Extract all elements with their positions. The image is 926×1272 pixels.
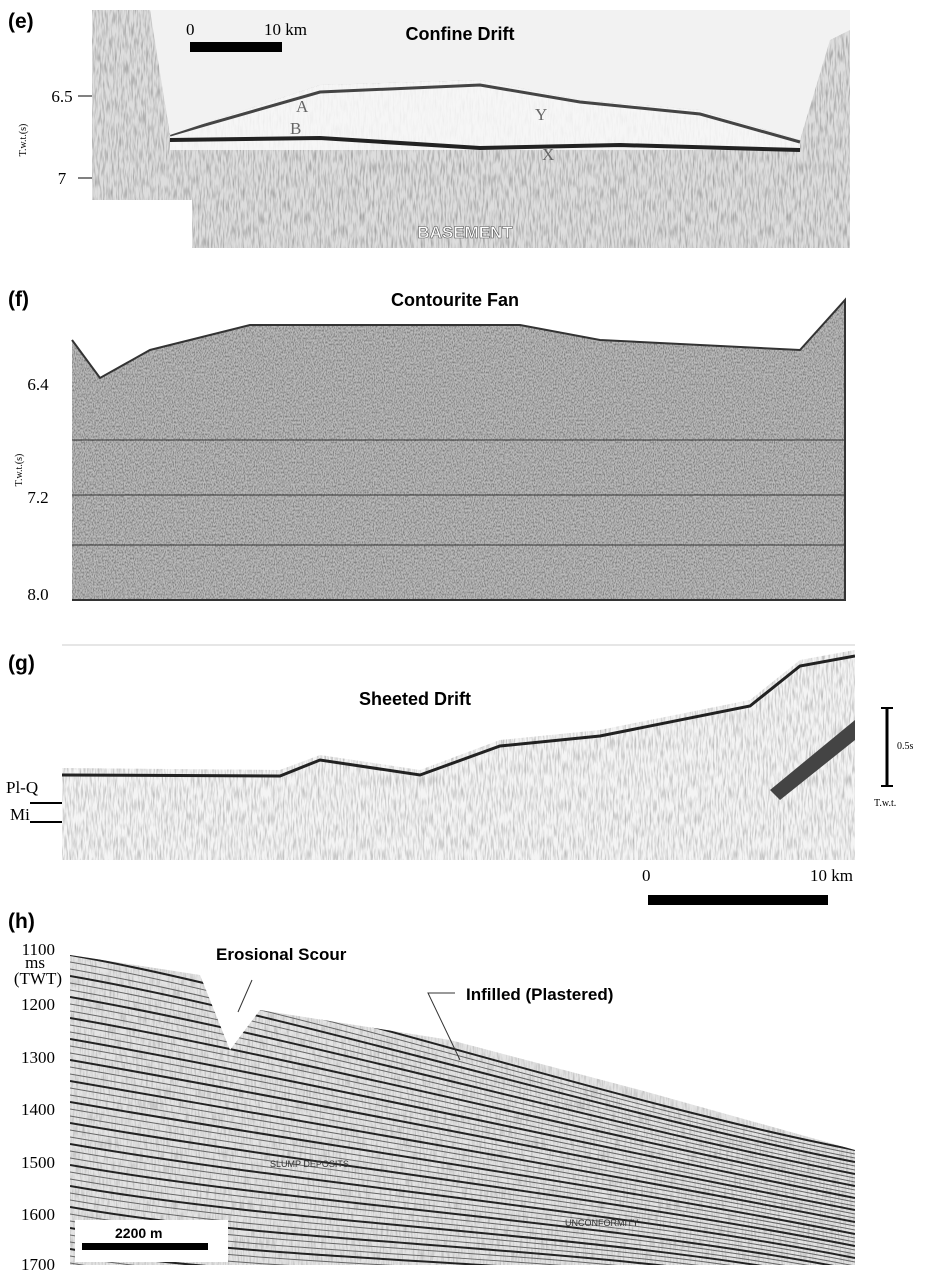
reflector bbox=[70, 1073, 855, 1219]
reflector bbox=[70, 982, 855, 1167]
scale-box bbox=[75, 1220, 228, 1262]
reflector bbox=[70, 989, 855, 1171]
reflector bbox=[70, 1136, 855, 1255]
y-tick-label: 1300 bbox=[21, 1048, 55, 1067]
y-tick-label: 1100 bbox=[22, 940, 55, 959]
annotation: B bbox=[290, 119, 301, 138]
scale-label: 10 km bbox=[264, 20, 307, 39]
y-tick-label: 1700 bbox=[21, 1255, 55, 1272]
y-axis-label: T.w.t.(s) bbox=[14, 454, 25, 487]
panel-e: (e) Confine Drift 0 10 km 6.5 7 T.w.t.(s… bbox=[8, 10, 850, 248]
seismic-image bbox=[72, 300, 845, 600]
panel-label: (f) bbox=[8, 288, 29, 311]
panel-label: (h) bbox=[8, 910, 35, 933]
scale-label: 0.5s bbox=[897, 741, 914, 752]
reflector bbox=[70, 1150, 855, 1263]
annotation: Mi bbox=[10, 805, 30, 824]
reflector bbox=[70, 975, 855, 1163]
reflector bbox=[70, 1171, 855, 1265]
leader-line bbox=[237, 979, 253, 1013]
scale-label: 10 km bbox=[810, 866, 853, 885]
y-tick-label: 7.2 bbox=[27, 488, 48, 507]
reflector bbox=[70, 1010, 855, 1183]
reflector bbox=[70, 1038, 855, 1199]
panel-g: (g) Sheeted Drift Pl-Q Mi 0.5s T.w.t. 0 … bbox=[6, 644, 914, 905]
panel-title: Sheeted Drift bbox=[359, 689, 471, 709]
panel-title: Confine Drift bbox=[406, 24, 515, 44]
panel-label: (e) bbox=[8, 10, 34, 33]
scale-bar bbox=[190, 42, 282, 52]
reflector bbox=[70, 1087, 855, 1227]
scale-bar bbox=[648, 895, 828, 905]
y-tick-label: 8.0 bbox=[27, 585, 48, 604]
scale-label: 0 bbox=[642, 866, 651, 885]
scale-label: 0 bbox=[186, 20, 195, 39]
reflector bbox=[70, 1045, 855, 1203]
reflector bbox=[70, 1059, 855, 1211]
y-tick-label: 1400 bbox=[21, 1100, 55, 1119]
reflector bbox=[70, 1199, 855, 1265]
panel-title: Contourite Fan bbox=[391, 290, 519, 310]
scale-bar bbox=[82, 1243, 208, 1250]
reflector bbox=[70, 955, 855, 1151]
y-tick-label: 7 bbox=[58, 169, 67, 188]
panel-f: (f) Contourite Fan 6.4 7.2 8.0 T.w.t.(s) bbox=[8, 288, 846, 604]
reflector bbox=[70, 1185, 855, 1265]
reflector bbox=[70, 1108, 855, 1239]
annotation: Infilled (Plastered) bbox=[466, 985, 613, 1004]
reflector bbox=[70, 1052, 855, 1207]
y-tick-label: 1200 bbox=[21, 995, 55, 1014]
y-axis-label: T.w.t.(s) bbox=[18, 124, 29, 157]
annotation: UNCONFORMITY bbox=[565, 1218, 639, 1228]
annotation: SLUMP DEPOSITS bbox=[270, 1159, 349, 1169]
reflector bbox=[70, 961, 855, 1155]
reflector bbox=[70, 1129, 855, 1251]
reflector bbox=[70, 968, 855, 1159]
reflector bbox=[70, 1122, 855, 1247]
annotation: A bbox=[296, 97, 309, 116]
y-tick-label: 1500 bbox=[21, 1153, 55, 1172]
reflector bbox=[70, 1101, 855, 1235]
y-tick-label: 1600 bbox=[21, 1205, 55, 1224]
y-axis-unit: (TWT) bbox=[14, 969, 62, 988]
reflector bbox=[70, 1164, 855, 1265]
y-tick-label: 6.4 bbox=[27, 375, 49, 394]
annotation: Pl-Q bbox=[6, 778, 38, 797]
reflector bbox=[70, 1157, 855, 1265]
scale-label: 2200 m bbox=[115, 1225, 162, 1241]
y-tick-label: 6.5 bbox=[51, 87, 72, 106]
annotation: Y bbox=[535, 105, 547, 124]
annotation: BASEMENT bbox=[417, 223, 513, 242]
annotation: Erosional Scour bbox=[216, 945, 347, 964]
reflector bbox=[70, 996, 855, 1175]
reflector bbox=[70, 1080, 855, 1223]
reflector bbox=[70, 1066, 855, 1215]
reflector bbox=[70, 1143, 855, 1259]
reflector bbox=[70, 1017, 855, 1187]
panel-label: (g) bbox=[8, 652, 35, 675]
reflector bbox=[70, 1178, 855, 1265]
scale-label: T.w.t. bbox=[874, 798, 896, 809]
seismic-image bbox=[62, 650, 855, 860]
reflector bbox=[70, 1248, 855, 1265]
leader-line bbox=[427, 992, 461, 1061]
reflector bbox=[70, 1192, 855, 1265]
reflector bbox=[70, 1003, 855, 1179]
reflector bbox=[70, 1115, 855, 1243]
panel-h: (h) 1100 ms (TWT) 1200 1300 1400 1500 16… bbox=[8, 910, 855, 1272]
reflector bbox=[70, 1031, 855, 1195]
y-axis-unit: ms bbox=[25, 953, 45, 972]
reflector bbox=[70, 1094, 855, 1231]
annotation: X bbox=[542, 145, 554, 164]
reflector bbox=[70, 1024, 855, 1191]
